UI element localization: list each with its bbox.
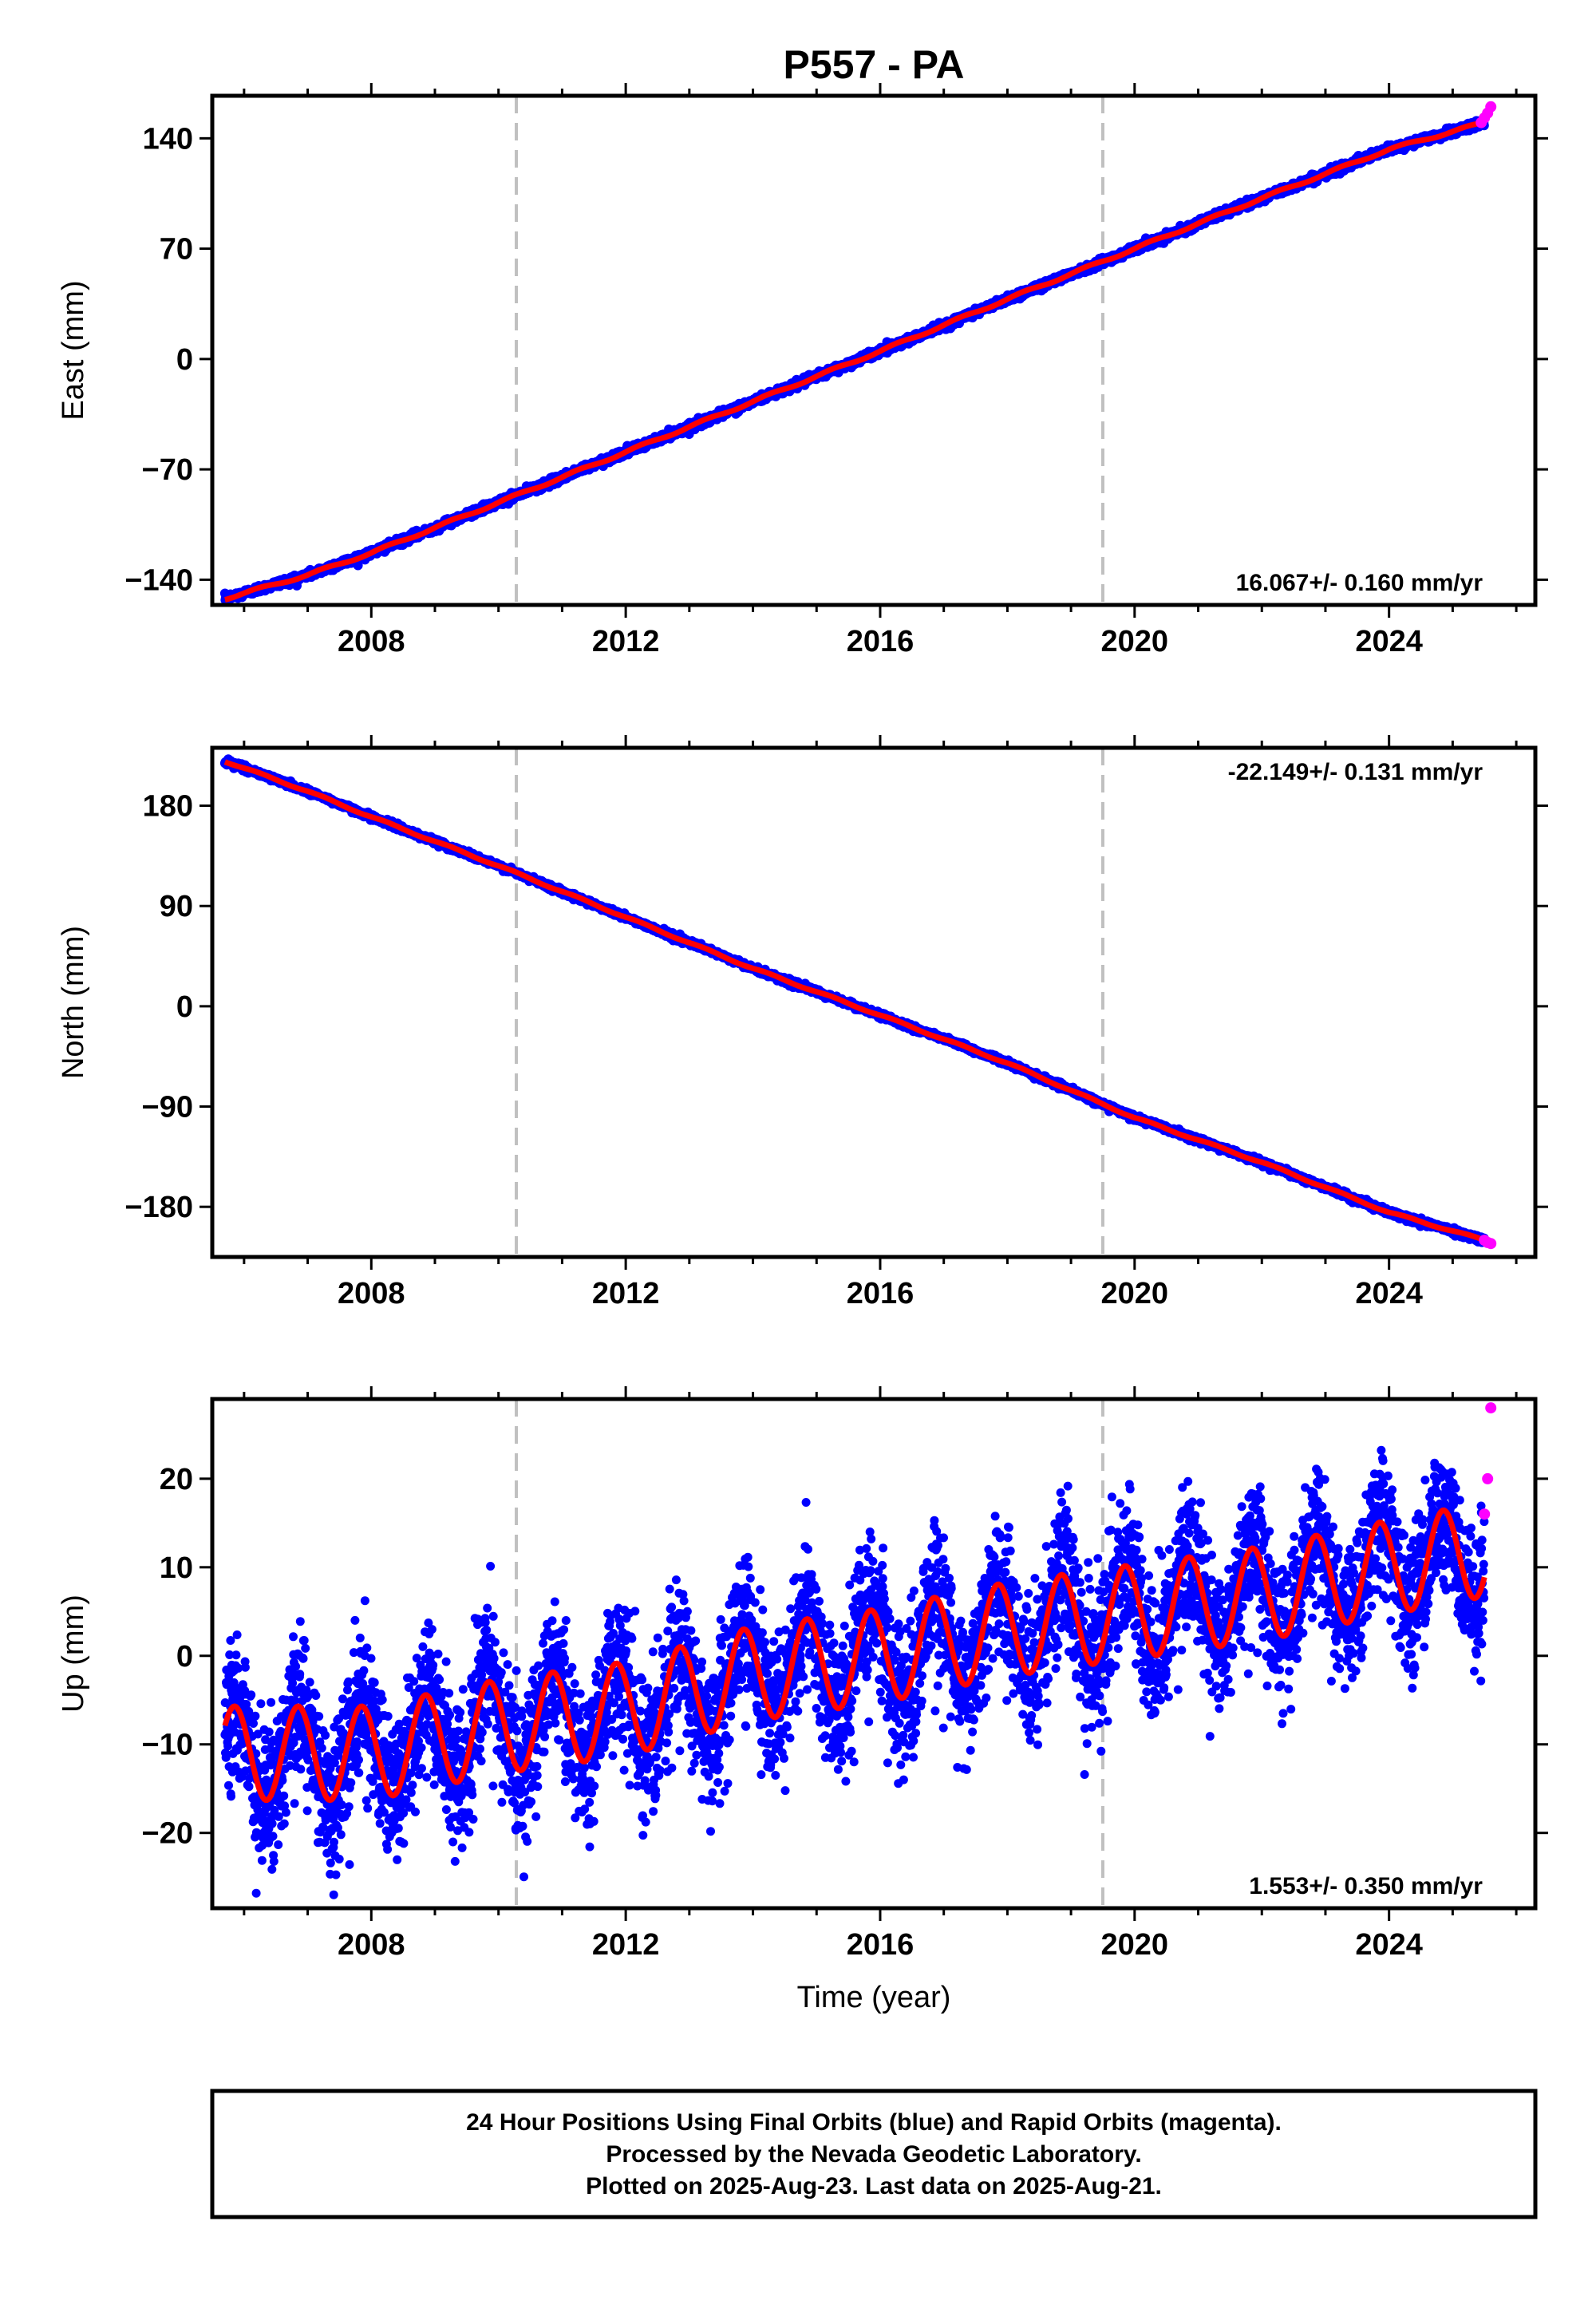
east-y-axis-label: East (mm) xyxy=(57,280,90,420)
up-rapid-point xyxy=(1479,1508,1491,1520)
east-y-tick-label: −70 xyxy=(142,453,193,487)
north-x-tick-label: 2020 xyxy=(1101,1277,1169,1310)
footer-line-2: Processed by the Nevada Geodetic Laborat… xyxy=(606,2141,1141,2168)
east-rate-label: 16.067+/- 0.160 mm/yr xyxy=(1236,570,1483,596)
east-rapid-points xyxy=(1476,101,1497,128)
east-plot-area xyxy=(219,96,1497,605)
footer-line-3: Plotted on 2025-Aug-23. Last data on 202… xyxy=(586,2173,1162,2199)
up-rapid-point xyxy=(1482,1472,1494,1484)
north-y-tick-label: 180 xyxy=(143,790,193,824)
chart-title: P557 - PA xyxy=(784,42,965,87)
north-rapid-points xyxy=(1479,1235,1497,1250)
up-x-tick-label: 2012 xyxy=(592,1928,660,1962)
up-rapid-points xyxy=(1479,1402,1497,1520)
east-panel: 2008 2012 2016 2020 2024 140 70 0 −70 −140 East (m… xyxy=(57,83,1548,658)
north-y-tick-label: 90 xyxy=(160,890,193,923)
east-x-tick-label: 2024 xyxy=(1355,625,1423,658)
up-rate-label: 1.553+/- 0.350 mm/yr xyxy=(1249,1873,1483,1899)
up-y-axis-label: Up (mm) xyxy=(57,1595,90,1713)
north-panel: 2008 2012 2016 2020 2024 180 90 0 −90 −180 North (… xyxy=(57,735,1548,1310)
up-y-tick-label: 10 xyxy=(160,1551,193,1585)
north-plot-area xyxy=(219,748,1497,1257)
east-x-tick-label: 2012 xyxy=(592,625,660,658)
up-panel: 2008 2012 2016 2020 2024 20 10 0 −10 −20 Up (mm) 1.… xyxy=(57,1386,1548,1962)
east-y-tick-label: 0 xyxy=(176,343,193,377)
north-final-points xyxy=(219,754,1489,1247)
north-x-tick-label: 2024 xyxy=(1355,1277,1423,1310)
x-axis-label: Time (year) xyxy=(797,1981,951,2014)
east-rapid-point xyxy=(1485,101,1497,113)
north-y-tick-label: −90 xyxy=(142,1091,193,1124)
north-rate-label: -22.149+/- 0.131 mm/yr xyxy=(1228,759,1483,785)
up-x-tick-label: 2020 xyxy=(1101,1928,1169,1962)
north-model-fit-line xyxy=(223,759,1486,1243)
up-y-tick-label: −10 xyxy=(142,1729,193,1762)
footer-line-1: 24 Hour Positions Using Final Orbits (bl… xyxy=(466,2109,1282,2136)
east-y-tick-label: −140 xyxy=(124,563,193,597)
up-frame xyxy=(210,1397,1538,1911)
north-x-tick-label: 2008 xyxy=(338,1277,405,1310)
north-frame xyxy=(210,745,1538,1259)
up-model-fit-line xyxy=(222,1507,1487,1804)
east-y-tick-label: 70 xyxy=(160,233,193,267)
up-x-tick-label: 2024 xyxy=(1355,1928,1423,1962)
up-x-tick-label: 2016 xyxy=(847,1928,915,1962)
footer-box: 24 Hour Positions Using Final Orbits (bl… xyxy=(210,2089,1538,2219)
up-x-tick-label: 2008 xyxy=(338,1928,405,1962)
up-rapid-point xyxy=(1485,1402,1497,1414)
east-x-tick-label: 2008 xyxy=(338,625,405,658)
north-x-tick-label: 2012 xyxy=(592,1277,660,1310)
east-frame xyxy=(210,93,1538,607)
north-y-tick-label: −180 xyxy=(124,1191,193,1224)
north-x-tick-label: 2016 xyxy=(847,1277,915,1310)
east-x-tick-label: 2016 xyxy=(847,625,915,658)
north-rapid-point xyxy=(1485,1238,1497,1250)
north-y-axis-label: North (mm) xyxy=(57,926,90,1079)
east-model-fit-line xyxy=(224,120,1485,603)
up-y-tick-label: 20 xyxy=(160,1463,193,1496)
north-y-tick-label: 0 xyxy=(176,990,193,1024)
east-y-tick-label: 140 xyxy=(143,122,193,156)
up-y-tick-label: 0 xyxy=(176,1640,193,1674)
up-y-tick-label: −20 xyxy=(142,1817,193,1851)
up-plot-area xyxy=(220,1399,1497,1908)
east-x-tick-label: 2020 xyxy=(1101,625,1169,658)
